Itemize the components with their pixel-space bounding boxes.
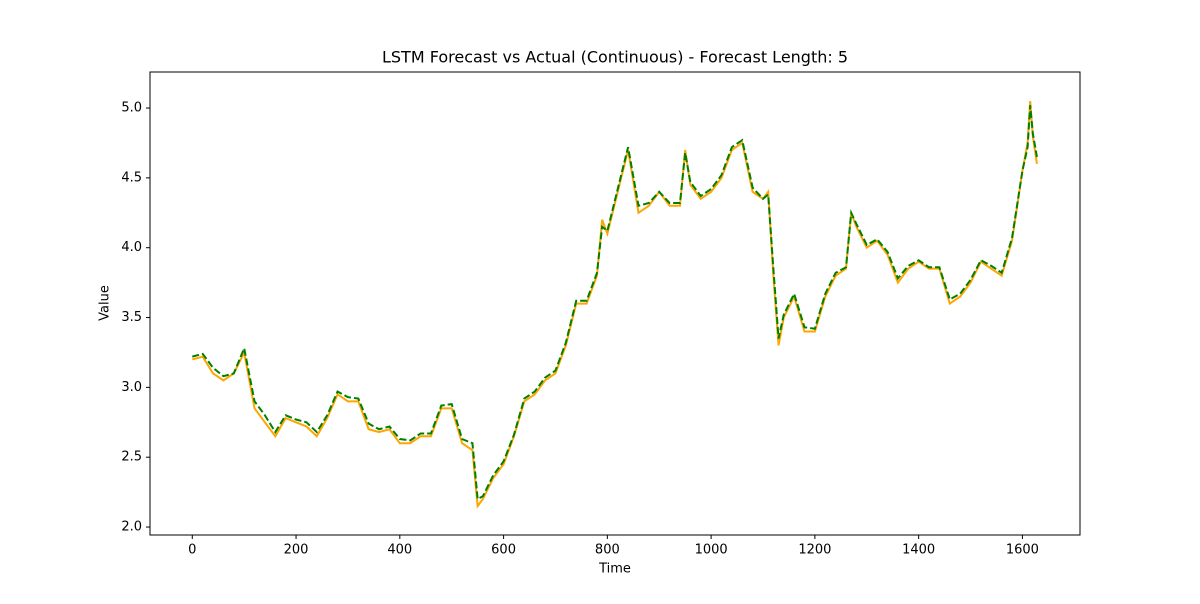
y-tick-label: 2.0 xyxy=(121,520,142,535)
x-tick-label: 1200 xyxy=(798,543,831,558)
y-tick-label: 4.0 xyxy=(121,240,142,255)
series-line xyxy=(192,105,1038,501)
y-tick-label: 2.5 xyxy=(121,450,142,465)
x-tick-label: 400 xyxy=(387,543,412,558)
x-tick-label: 1400 xyxy=(902,543,935,558)
chart-title: LSTM Forecast vs Actual (Continuous) - F… xyxy=(382,48,848,67)
y-tick-label: 4.5 xyxy=(121,170,142,185)
axes-frame xyxy=(149,71,1081,536)
y-tick-label: 3.0 xyxy=(121,380,142,395)
x-axis-label: Time xyxy=(598,562,631,577)
plot-area xyxy=(192,100,1038,509)
y-axis-label: Value xyxy=(98,285,113,321)
x-tick-label: 200 xyxy=(284,543,309,558)
x-tick-label: 1600 xyxy=(1006,543,1039,558)
x-tick-label: 600 xyxy=(491,543,516,558)
x-tick-label: 1000 xyxy=(695,543,728,558)
y-tick-label: 3.5 xyxy=(121,310,142,325)
x-tick-label: 800 xyxy=(595,543,620,558)
x-tick-label: 0 xyxy=(188,543,196,558)
series-line xyxy=(192,100,1038,509)
y-tick-label: 5.0 xyxy=(121,101,142,116)
